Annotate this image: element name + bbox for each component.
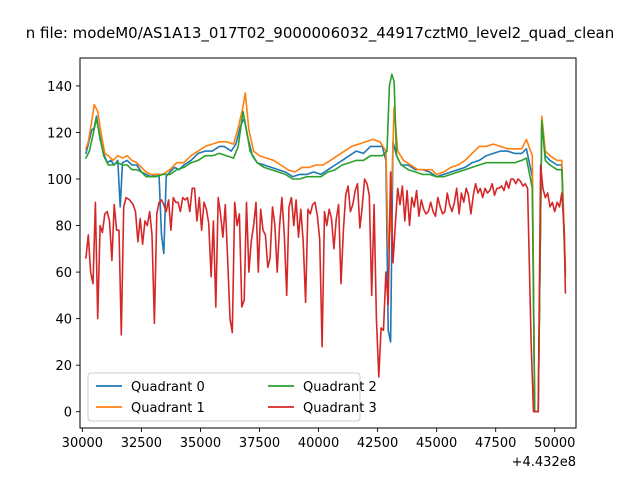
y-tick-label: 80: [55, 220, 72, 235]
y-tick-label: 0: [64, 406, 72, 421]
plot-frame: [79, 57, 577, 429]
x-tick-label: 47500: [475, 436, 516, 451]
legend-label-quadrant-1: Quadrant 1: [131, 401, 205, 416]
y-tick-label: 100: [47, 173, 72, 188]
legend-label-quadrant-0: Quadrant 0: [131, 380, 205, 395]
legend-label-quadrant-3: Quadrant 3: [303, 401, 377, 416]
x-tick-label: 40000: [298, 436, 339, 451]
series-line-quadrant-3: [85, 164, 567, 413]
x-tick-label: 37500: [239, 436, 280, 451]
legend: Quadrant 0 Quadrant 1 Quadrant 2 Quadrant 3: [87, 372, 377, 422]
series-line-quadrant-0: [85, 115, 567, 413]
x-offset-label: +4.432e8: [512, 455, 576, 470]
x-tick-label: 42500: [357, 436, 398, 451]
y-axis: 0 20 40 60 80 100 120 140: [47, 80, 80, 421]
x-axis: 30000 32500 35000 37500 40000 42500 45000 47500…: [62, 428, 575, 451]
x-tick-label: 50000: [534, 436, 575, 451]
x-tick-label: 32500: [121, 436, 162, 451]
legend-label-quadrant-2: Quadrant 2: [303, 380, 377, 395]
x-tick-label: 45000: [416, 436, 457, 451]
x-tick-label: 35000: [180, 436, 221, 451]
chart-title: n file: modeM0/AS1A13_017T02_9000006032_…: [26, 24, 615, 43]
y-tick-label: 140: [47, 80, 72, 95]
legend-box: [87, 372, 361, 422]
series-line-quadrant-1: [85, 92, 567, 413]
series-layer: [85, 73, 567, 413]
y-tick-label: 60: [55, 266, 72, 281]
y-tick-label: 20: [55, 359, 72, 374]
y-tick-label: 120: [47, 126, 72, 141]
y-tick-label: 40: [55, 313, 72, 328]
series-line-quadrant-2: [85, 73, 567, 413]
x-tick-label: 30000: [62, 436, 103, 451]
